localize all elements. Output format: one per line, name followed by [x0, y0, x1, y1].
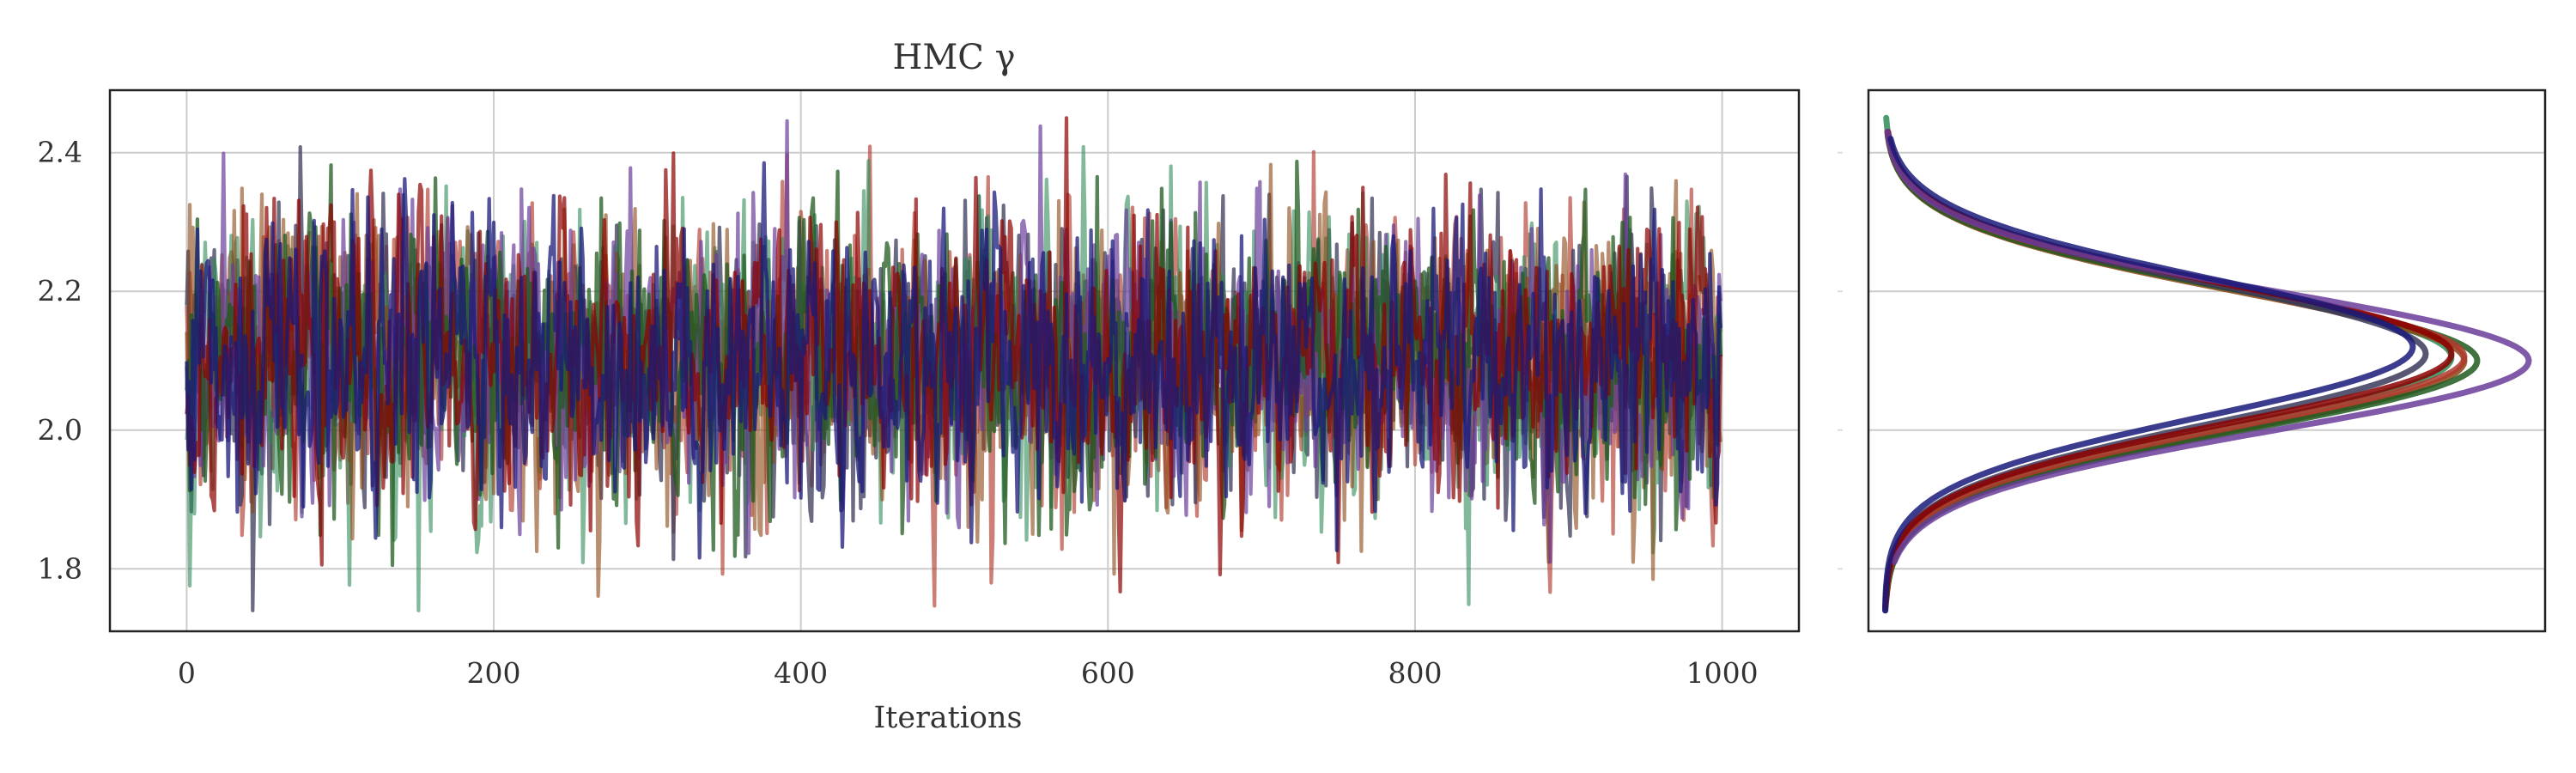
density-series-curve: [1882, 136, 2429, 614]
density-series-curve: [1883, 129, 2468, 600]
trace-x-tick-label: 600: [1081, 656, 1135, 690]
trace-series-lines: [185, 116, 1722, 612]
trace-y-tick-label: 2.2: [38, 274, 82, 307]
trace-y-tick-label: 2.4: [38, 136, 82, 169]
trace-x-tick-label: 0: [178, 656, 196, 690]
density-plot: [1838, 88, 2547, 633]
trace-x-tick-labels: 0 200 400 600 800 1000: [178, 656, 1759, 690]
density-plot-frame: [1867, 88, 2547, 633]
density-series-curve: [1884, 129, 2532, 565]
density-series-curve: [1882, 129, 2455, 611]
trace-x-tick-label: 400: [774, 656, 828, 690]
density-series-curve: [1882, 114, 2455, 611]
trace-y-tick-labels: 1.8 2.0 2.2 2.4: [38, 136, 82, 586]
trace-plot: 0 200 400 600 800 1000 1.8 2.0 2.2 2.4 HMC γ Ite…: [38, 38, 1801, 735]
trace-x-tick-label: 200: [467, 656, 521, 690]
trace-x-tick-label: 1000: [1686, 656, 1759, 690]
trace-x-axis-label: Iterations: [873, 701, 1022, 735]
trace-plot-title: HMC γ: [892, 38, 1015, 77]
trace-y-tick-label: 2.0: [38, 413, 82, 447]
density-series-curve: [1882, 136, 2416, 614]
trace-series-line: [185, 161, 1722, 560]
density-series-curves: [1882, 114, 2532, 614]
trace-plot-frame: [108, 88, 1801, 633]
trace-y-tick-label: 1.8: [38, 551, 82, 585]
density-y-tick-marks: [1838, 151, 1843, 570]
trace-x-tick-label: 800: [1388, 656, 1442, 690]
